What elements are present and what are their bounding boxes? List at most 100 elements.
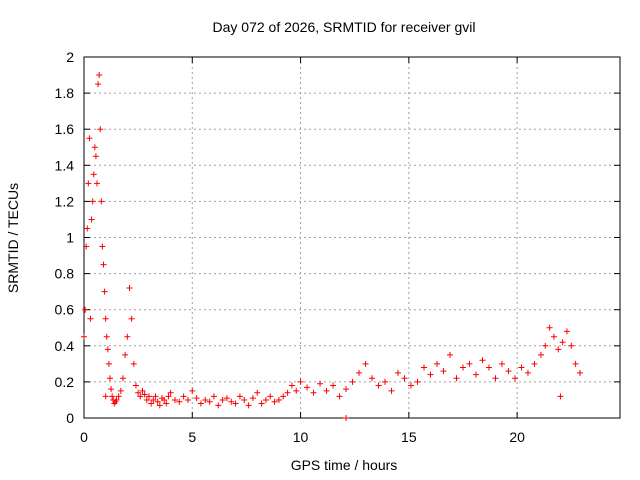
data-point — [356, 369, 363, 376]
data-point — [189, 387, 196, 394]
x-tick-label: 15 — [401, 429, 417, 445]
data-point — [132, 382, 139, 389]
data-point — [88, 216, 95, 223]
data-point — [92, 153, 99, 160]
data-point — [446, 351, 453, 358]
data-points — [81, 72, 583, 421]
data-point — [102, 315, 109, 322]
data-point — [546, 324, 553, 331]
outlier-point — [102, 393, 109, 400]
data-point — [103, 333, 110, 340]
data-point — [343, 386, 350, 393]
data-point — [139, 387, 146, 394]
grid-lines — [84, 57, 620, 418]
data-point — [86, 135, 93, 142]
data-point — [167, 389, 174, 396]
data-point — [414, 378, 421, 385]
data-point — [472, 371, 479, 378]
data-point — [434, 360, 441, 367]
data-point — [297, 378, 304, 385]
data-point — [524, 369, 531, 376]
data-point — [161, 396, 168, 403]
data-point — [537, 351, 544, 358]
data-point — [85, 180, 92, 187]
data-point — [219, 396, 226, 403]
data-point — [152, 393, 159, 400]
data-point — [115, 393, 122, 400]
y-tick-label: 1.4 — [55, 157, 75, 173]
data-point — [236, 393, 243, 400]
data-point — [559, 339, 566, 346]
data-point — [245, 402, 252, 409]
axis-ticks: 00.20.40.60.811.21.41.61.820 5 10 15 20 — [55, 49, 620, 445]
data-point — [284, 389, 291, 396]
data-point — [122, 351, 129, 358]
data-point — [83, 243, 90, 250]
data-point — [459, 364, 466, 371]
data-point — [96, 72, 103, 79]
data-point — [197, 400, 204, 407]
data-point — [89, 198, 96, 205]
data-point — [165, 393, 172, 400]
data-point — [210, 393, 217, 400]
data-point — [84, 225, 91, 232]
y-tick-label: 0 — [66, 410, 74, 426]
y-tick-label: 2 — [66, 49, 74, 65]
data-point — [100, 261, 107, 268]
data-point — [304, 384, 311, 391]
outlier-point — [343, 415, 350, 421]
y-tick-label: 1.8 — [55, 85, 75, 101]
data-point — [249, 395, 256, 402]
x-tick-label: 20 — [509, 429, 525, 445]
chart-title: Day 072 of 2026, SRMTID for receiver gvi… — [213, 19, 476, 35]
data-point — [492, 375, 499, 382]
data-point — [82, 306, 89, 313]
data-point — [317, 380, 324, 387]
data-point — [258, 400, 265, 407]
data-point — [511, 375, 518, 382]
data-point — [99, 243, 106, 250]
data-point — [241, 396, 248, 403]
data-point — [87, 315, 94, 322]
data-point — [453, 375, 460, 382]
y-axis-title: SRMTID / TECUs — [5, 183, 21, 293]
data-point — [485, 364, 492, 371]
data-point — [143, 396, 150, 403]
data-point — [479, 357, 486, 364]
data-point — [262, 396, 269, 403]
data-point — [576, 369, 583, 376]
data-point — [105, 360, 112, 367]
data-point — [505, 368, 512, 375]
data-point — [171, 396, 178, 403]
data-point — [228, 398, 235, 405]
data-point — [163, 400, 170, 407]
y-tick-label: 1.6 — [55, 121, 75, 137]
data-point — [254, 389, 261, 396]
data-point — [440, 368, 447, 375]
data-point — [141, 391, 148, 398]
outlier-point — [557, 393, 564, 400]
data-point — [421, 364, 428, 371]
data-point — [232, 400, 239, 407]
data-point — [498, 360, 505, 367]
data-point — [90, 171, 97, 178]
data-point — [563, 328, 570, 335]
data-point — [150, 396, 157, 403]
data-point — [369, 375, 376, 382]
x-axis-title: GPS time / hours — [291, 457, 398, 473]
data-point — [128, 315, 135, 322]
data-point — [117, 387, 124, 394]
x-tick-label: 5 — [188, 429, 196, 445]
data-point — [267, 393, 274, 400]
data-point — [106, 375, 113, 382]
data-point — [135, 389, 142, 396]
data-point — [193, 395, 200, 402]
data-point — [109, 393, 116, 400]
data-point — [330, 382, 337, 389]
data-point — [362, 360, 369, 367]
y-tick-label: 1 — [66, 230, 74, 246]
y-tick-label: 1.2 — [55, 193, 75, 209]
data-point — [395, 369, 402, 376]
data-point — [555, 346, 562, 353]
